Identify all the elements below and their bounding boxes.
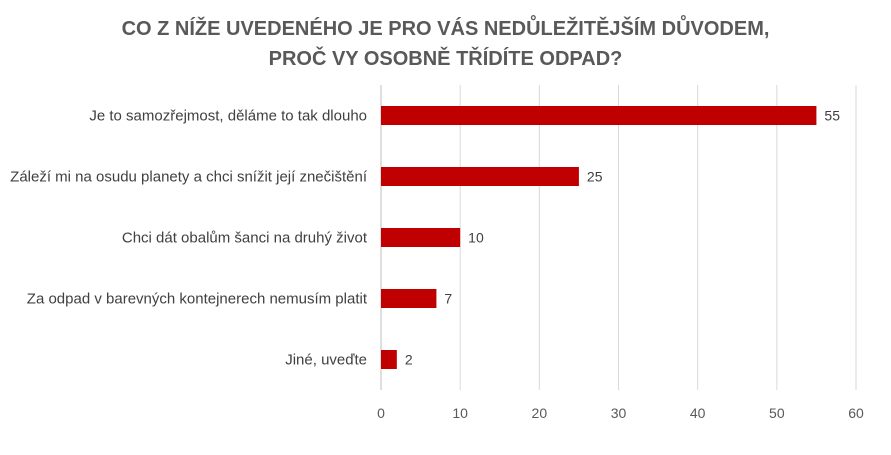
data-label-3: 10 (468, 230, 484, 246)
chart-title-line-1: CO Z NÍŽE UVEDENÉHO JE PRO VÁS NEDŮLEŽIT… (121, 18, 770, 40)
bar-5 (381, 350, 397, 369)
category-label-3: Chci dát obalům šanci na druhý život (122, 230, 368, 247)
category-label-4: Za odpad v barevných kontejnerech nemusí… (27, 291, 368, 308)
data-label-1: 55 (824, 108, 840, 124)
category-label-1: Je to samozřejmost, děláme to tak dlouho (89, 108, 367, 125)
x-tick-label-20: 20 (532, 405, 548, 421)
chart-title: CO Z NÍŽE UVEDENÉHO JE PRO VÁS NEDŮLEŽIT… (0, 14, 891, 74)
x-tick-label-30: 30 (611, 405, 627, 421)
chart-title-line-2: PROČ VY OSOBNĚ TŘÍDÍTE ODPAD? (268, 48, 623, 70)
bar-1 (381, 106, 817, 125)
data-label-4: 7 (444, 291, 452, 307)
bar-4 (381, 289, 437, 308)
x-tick-label-50: 50 (769, 405, 785, 421)
x-tick-label-40: 40 (690, 405, 706, 421)
x-tick-label-60: 60 (848, 405, 864, 421)
bar-2 (381, 167, 579, 186)
x-tick-label-0: 0 (377, 405, 385, 421)
bar-3 (381, 228, 461, 247)
x-tick-label-10: 10 (452, 405, 468, 421)
category-label-2: Záleží mi na osudu planety a chci snížit… (10, 169, 368, 186)
data-label-5: 2 (405, 352, 413, 368)
category-label-5: Jiné, uveďte (285, 352, 367, 369)
data-label-2: 25 (587, 169, 603, 185)
